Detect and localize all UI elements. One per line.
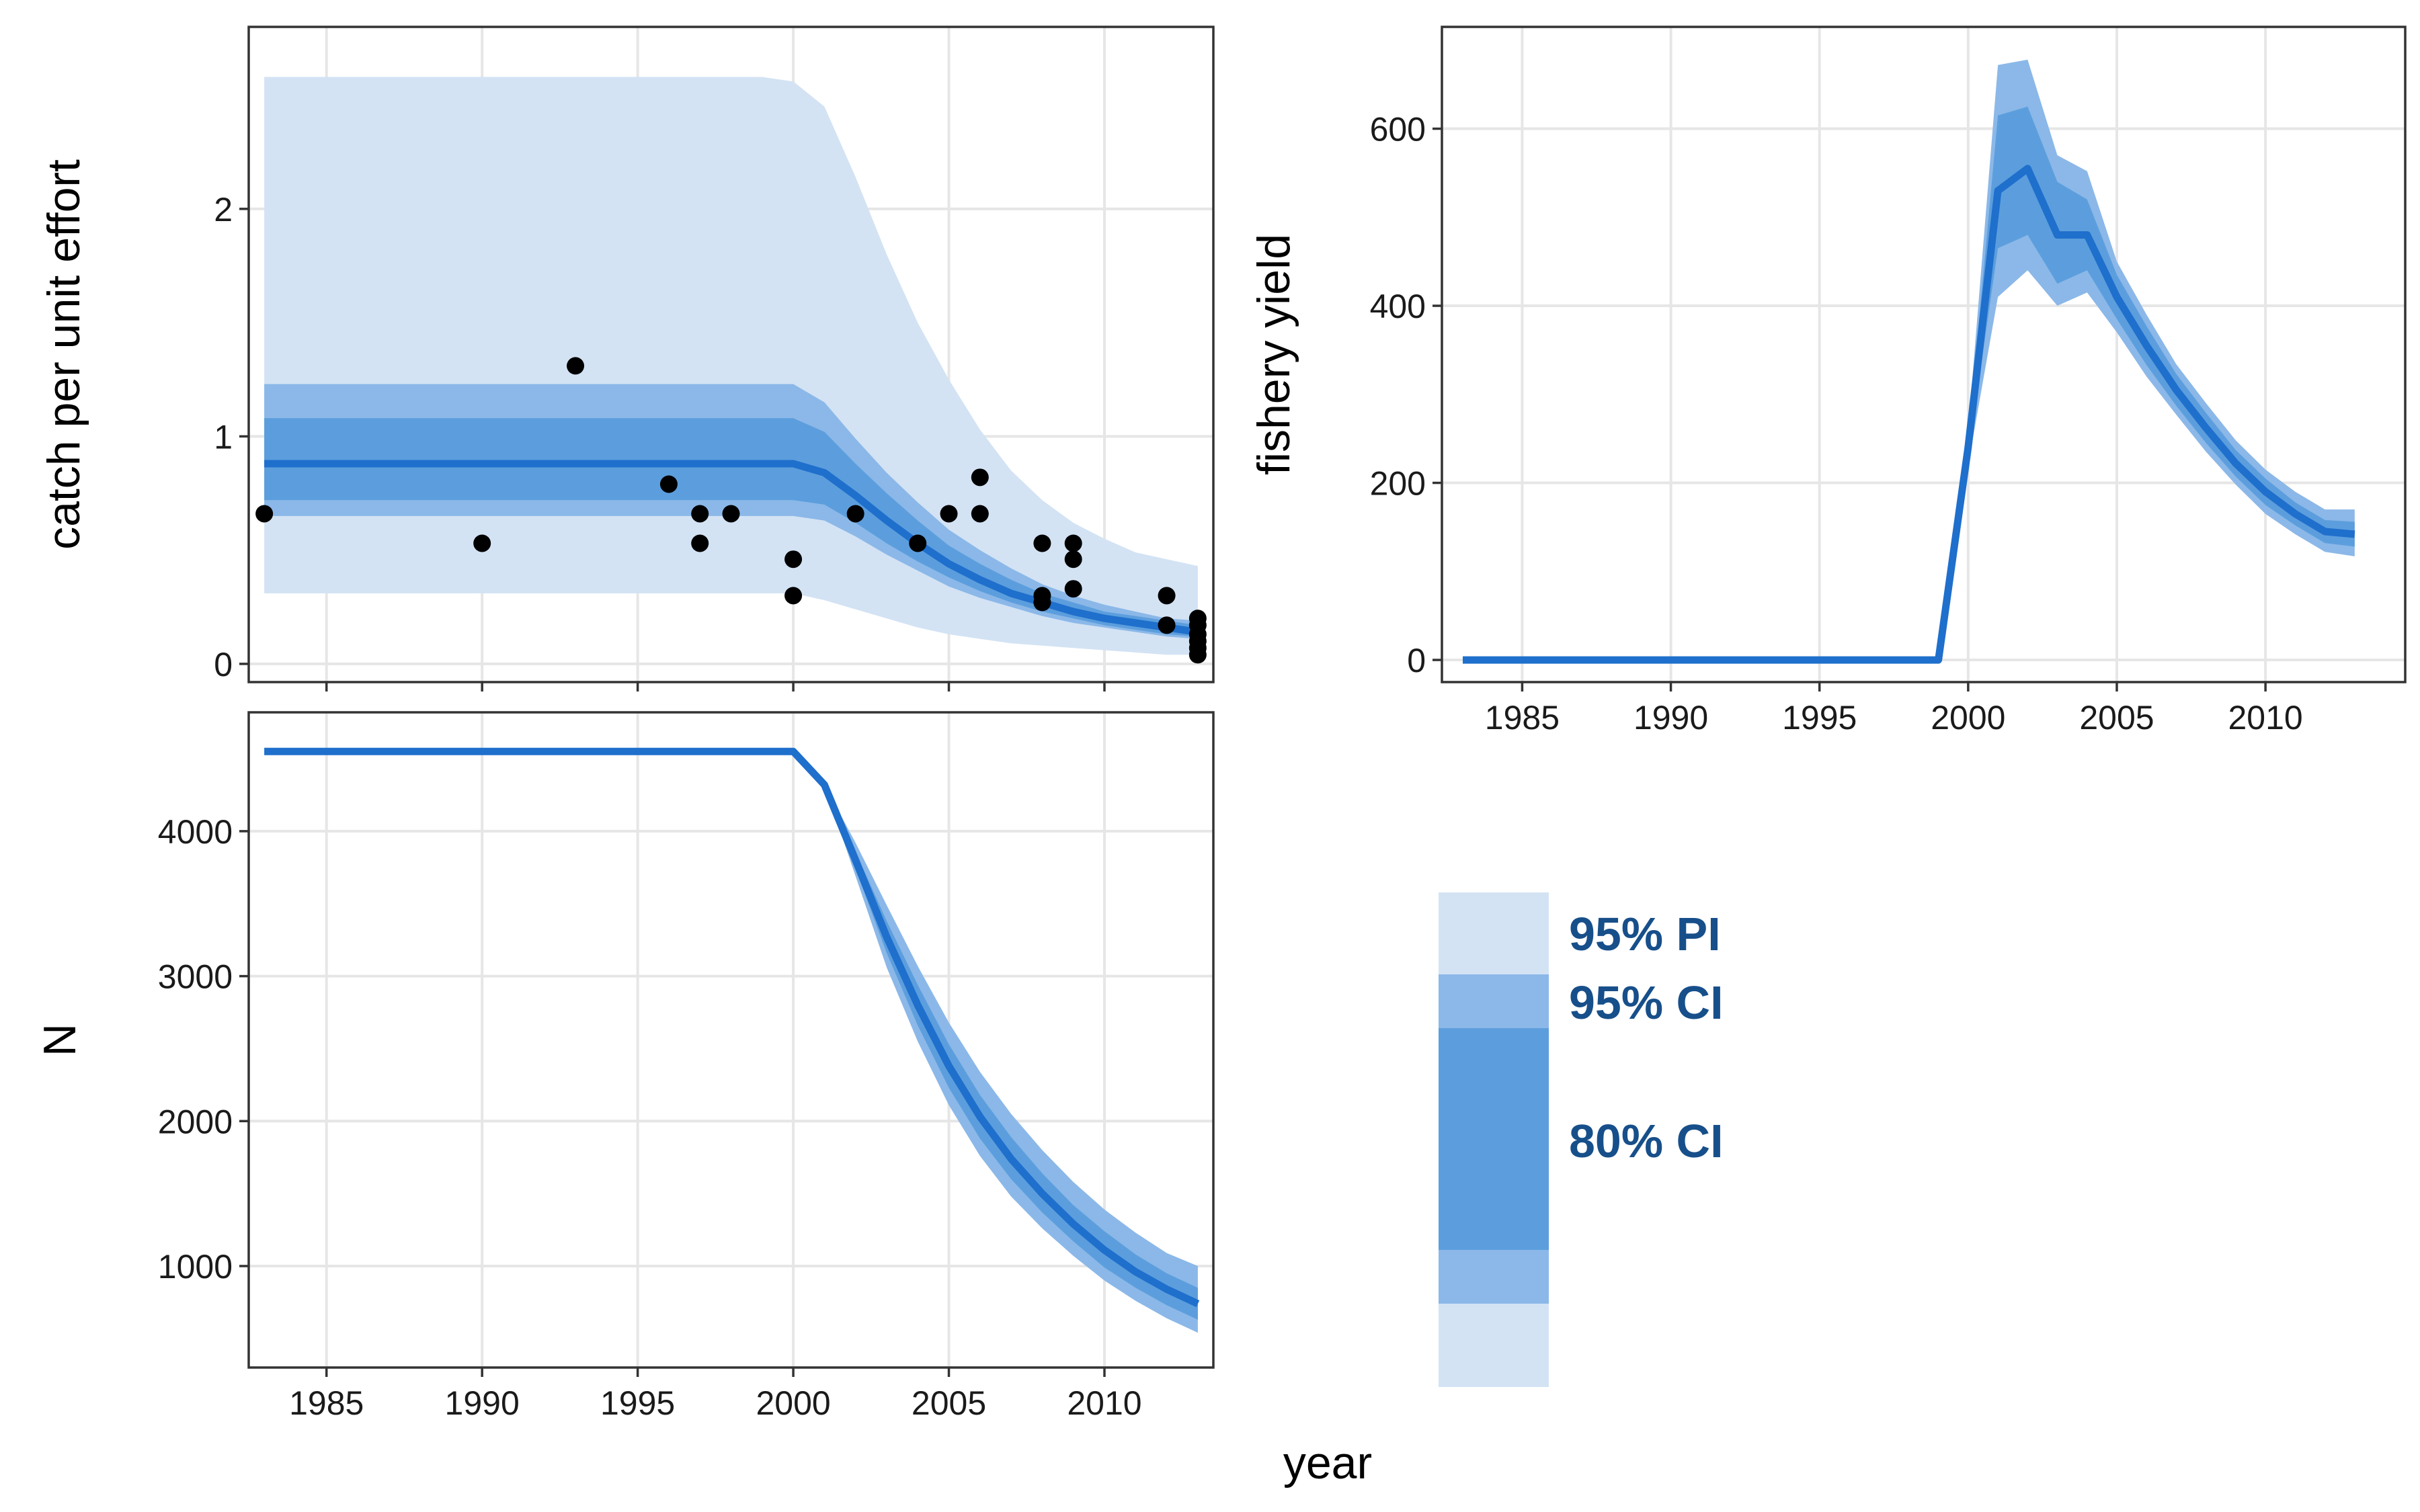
cpue-y-tick-label: 1: [214, 418, 233, 456]
cpue-data-point: [909, 534, 927, 552]
yield-panel: 0 200 400 600 1985 1990 1995 2000 2005 2010 fisher…: [1248, 26, 2407, 737]
yield-plot-background: [1442, 27, 2405, 682]
abundance-plot-frame: [247, 711, 1215, 1369]
yield-x-tick-label: 1990: [1634, 699, 1708, 737]
cpue-data-point: [784, 550, 803, 569]
abundance-band-ci95: [264, 751, 1198, 1333]
legend-label-ci80: 80% CI: [1569, 1115, 1724, 1167]
cpue-data-point: [1033, 534, 1051, 552]
cpue-data-point: [691, 505, 709, 523]
cpue-data-point: [473, 534, 491, 552]
cpue-data-point: [1158, 587, 1176, 605]
legend-swatch-ci95-top: [1439, 974, 1549, 1028]
legend-label-ci95: 95% CI: [1569, 976, 1724, 1029]
cpue-y-tick-label: 0: [214, 646, 233, 683]
abundance-y-tick-label: 2000: [158, 1103, 233, 1140]
cpue-data-point: [659, 475, 678, 493]
yield-y-tick-label: 400: [1370, 288, 1426, 325]
yield-x-tick-label: 1995: [1782, 699, 1857, 737]
abundance-x-tick-label: 2000: [756, 1384, 830, 1422]
abundance-x-tick-label: 1995: [600, 1384, 675, 1422]
cpue-data-point: [940, 505, 958, 523]
legend: 95% PI 95% CI 80% CI: [1439, 892, 1724, 1387]
abundance-x-tick-label: 2010: [1067, 1384, 1141, 1422]
cpue-panel: 0 1 2 catch per unit effort: [38, 26, 1215, 691]
abundance-plot-background: [249, 712, 1213, 1368]
cpue-data-point: [784, 587, 803, 605]
legend-swatch-ci80: [1439, 1028, 1549, 1250]
abundance-x-tick-label: 2005: [912, 1384, 986, 1422]
cpue-data-point: [1064, 550, 1082, 569]
yield-median-line: [1463, 165, 2355, 664]
abundance-y-tick-label: 3000: [158, 958, 233, 996]
abundance-y-tick-label: 1000: [158, 1248, 233, 1286]
cpue-data-point: [691, 534, 709, 552]
cpue-data-point: [971, 505, 989, 523]
cpue-data-point: [255, 505, 274, 523]
abundance-y-axis-title: N: [34, 1023, 85, 1056]
legend-swatch-ci95-bottom: [1439, 1250, 1549, 1304]
cpue-data-point: [846, 505, 864, 523]
cpue-y-tick-label: 2: [214, 191, 233, 228]
abundance-median-line: [264, 747, 1200, 1308]
cpue-data-point: [567, 357, 585, 375]
legend-swatch-pi95-bottom: [1439, 1304, 1549, 1387]
legend-swatch-pi95-top: [1439, 892, 1549, 974]
abundance-y-tick-label: 4000: [158, 813, 233, 851]
legend-label-pi95: 95% PI: [1569, 908, 1721, 960]
cpue-data-point: [722, 505, 740, 523]
yield-y-tick-label: 600: [1370, 111, 1426, 149]
cpue-data-point: [971, 468, 989, 487]
cpue-data-point: [1064, 534, 1082, 552]
yield-x-tick-label: 1985: [1485, 699, 1560, 737]
cpue-band-ci80: [264, 418, 1198, 637]
abundance-panel: 1000 2000 3000 4000 1985 1990 1995 2000 2005 2010…: [34, 711, 1215, 1422]
cpue-data-point: [1158, 616, 1176, 634]
abundance-x-tick-label: 1985: [289, 1384, 364, 1422]
yield-x-tick-label: 2010: [2228, 699, 2303, 737]
cpue-plot-frame: [247, 26, 1215, 683]
yield-plot-frame: [1441, 26, 2407, 683]
cpue-data-point: [1033, 593, 1051, 612]
yield-x-tick-label: 2000: [1931, 699, 2005, 737]
yield-y-axis-title: fishery yield: [1248, 234, 1299, 475]
abundance-band-ci80: [264, 751, 1198, 1320]
x-axis-title: year: [1283, 1437, 1372, 1488]
yield-y-tick-label: 200: [1370, 465, 1426, 503]
yield-x-tick-label: 2005: [2079, 699, 2154, 737]
yield-y-tick-label: 0: [1407, 642, 1426, 679]
cpue-data-point: [1064, 580, 1082, 598]
abundance-x-tick-label: 1990: [445, 1384, 520, 1422]
cpue-data-point: [1188, 646, 1207, 664]
cpue-y-axis-title: catch per unit effort: [38, 159, 89, 550]
yield-band-ci80: [1463, 106, 2355, 661]
